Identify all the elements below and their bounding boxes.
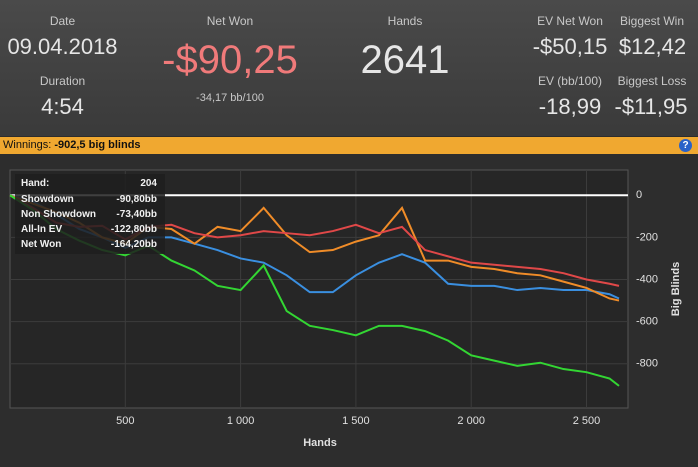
x-tick-label: 500 (116, 415, 134, 427)
tooltip-label: Showdown (21, 194, 74, 205)
stats-header: Date 09.04.2018 Duration 4:54 Net Won -$… (0, 0, 698, 136)
value: 2641 (360, 38, 450, 82)
x-tick-label: 1 000 (227, 415, 255, 427)
value: -$11,95 (614, 94, 688, 119)
label: Date (49, 14, 76, 28)
label: Biggest Loss (617, 74, 687, 88)
chart: Hands Big Blinds 0 -200 -400 -600 -800 500 1 0… (9, 169, 682, 449)
tooltip-label: Non Showdown (21, 209, 96, 220)
tooltip-label: Hand: (21, 178, 50, 189)
banner-value: -902,5 big blinds (54, 139, 141, 151)
value: -$50,15 (532, 34, 608, 59)
value: -18,99 (538, 94, 602, 119)
tooltip-value: -73,40bb (116, 209, 157, 220)
tooltip-label: Net Won (21, 239, 62, 250)
label: EV (bb/100) (537, 74, 603, 88)
label: Biggest Win (619, 14, 685, 28)
label: Duration (39, 74, 86, 88)
label: Hands (387, 14, 423, 28)
tooltip-value: 204 (140, 178, 157, 189)
tooltip-value: -164,20bb (110, 239, 157, 250)
x-tick-label: 1 500 (342, 415, 370, 427)
y-axis-title: Big Blinds (670, 262, 682, 316)
banner: Winnings: -902,5 big blinds ? (0, 137, 698, 154)
x-tick-label: 2 000 (457, 415, 485, 427)
y-tick-label: -800 (636, 358, 658, 370)
label: Net Won (206, 14, 254, 28)
y-tick-label: -600 (636, 316, 658, 328)
y-tick-label: 0 (636, 189, 642, 201)
x-tick-label: 2 500 (573, 415, 601, 427)
value: $12,42 (618, 34, 687, 59)
label: EV Net Won (537, 14, 603, 28)
value: -$90,25 (162, 38, 298, 82)
y-tick-label: -400 (636, 273, 658, 285)
value: -34,17 bb/100 (196, 92, 264, 104)
value: 4:54 (41, 94, 84, 119)
value: 09.04.2018 (7, 34, 118, 59)
tooltip-value: -122,80bb (110, 224, 157, 235)
help-button[interactable]: ? (679, 139, 692, 152)
tooltip: Hand: 204 Showdown -90,80bb Non Showdown -73,… (15, 174, 165, 254)
tooltip-label: All-In EV (21, 224, 63, 235)
x-axis-title: Hands (303, 437, 337, 449)
y-tick-label: -200 (636, 231, 658, 243)
banner-label: Winnings: (3, 139, 52, 151)
tooltip-value: -90,80bb (116, 194, 157, 205)
